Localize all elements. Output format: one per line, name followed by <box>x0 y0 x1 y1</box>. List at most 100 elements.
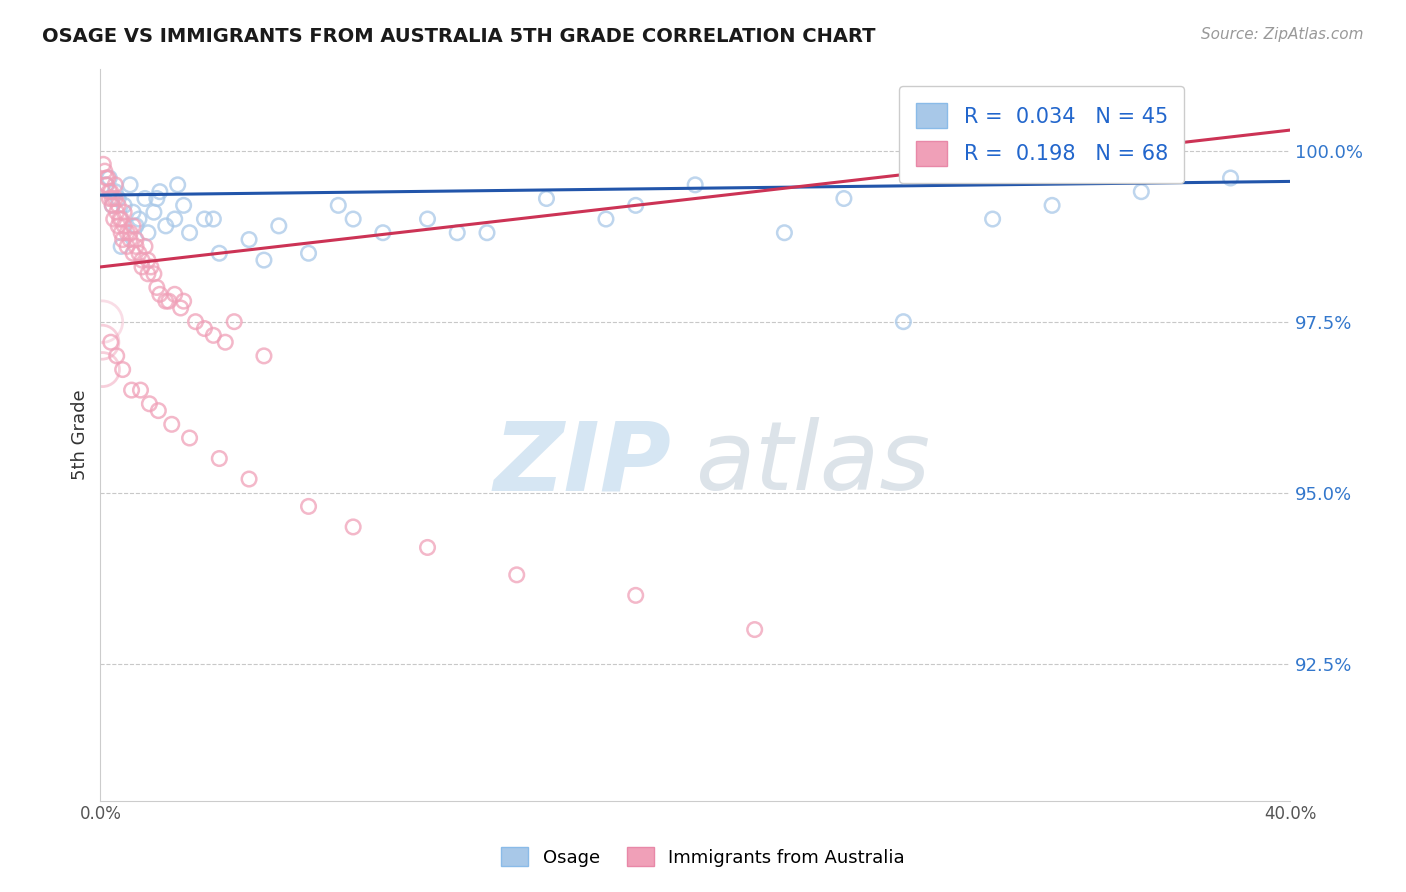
Point <box>1130 185 1153 199</box>
Point <box>105 349 128 363</box>
Point <box>297 246 319 260</box>
Point <box>138 397 160 411</box>
Point <box>107 219 129 233</box>
Point <box>193 321 215 335</box>
Point <box>108 212 131 227</box>
Point <box>96 178 118 192</box>
Point <box>179 226 201 240</box>
Text: OSAGE VS IMMIGRANTS FROM AUSTRALIA 5TH GRADE CORRELATION CHART: OSAGE VS IMMIGRANTS FROM AUSTRALIA 5TH G… <box>42 27 876 45</box>
Point <box>253 253 276 268</box>
Point <box>342 520 364 534</box>
Point <box>149 185 172 199</box>
Point <box>128 212 150 227</box>
Point <box>416 212 439 227</box>
Point <box>111 362 134 376</box>
Point <box>103 212 125 227</box>
Point <box>238 233 260 247</box>
Point <box>155 294 177 309</box>
Point <box>683 178 706 192</box>
Point <box>146 280 169 294</box>
Point <box>104 178 127 192</box>
Point <box>155 219 177 233</box>
Point <box>98 185 121 199</box>
Point <box>224 315 246 329</box>
Point <box>125 233 148 247</box>
Point <box>163 287 186 301</box>
Point <box>125 219 148 233</box>
Point <box>104 185 127 199</box>
Point <box>297 500 319 514</box>
Point <box>981 212 1004 227</box>
Point <box>110 239 132 253</box>
Point <box>142 267 165 281</box>
Point <box>122 205 145 219</box>
Point <box>139 260 162 274</box>
Point <box>112 205 135 219</box>
Point <box>101 198 124 212</box>
Point <box>134 192 156 206</box>
Point <box>202 328 225 343</box>
Point <box>166 178 188 192</box>
Point <box>136 226 159 240</box>
Point <box>624 198 647 212</box>
Point <box>446 226 468 240</box>
Point <box>115 226 138 240</box>
Point <box>110 212 132 227</box>
Point <box>371 226 394 240</box>
Point <box>475 226 498 240</box>
Text: ZIP: ZIP <box>494 417 672 510</box>
Point <box>91 157 114 171</box>
Point <box>136 253 159 268</box>
Point <box>773 226 796 240</box>
Point <box>179 431 201 445</box>
Point <box>129 383 152 397</box>
Point <box>148 403 170 417</box>
Point <box>110 226 132 240</box>
Point <box>506 567 529 582</box>
Point <box>184 315 207 329</box>
Point <box>238 472 260 486</box>
Text: Source: ZipAtlas.com: Source: ZipAtlas.com <box>1201 27 1364 42</box>
Text: atlas: atlas <box>695 417 931 510</box>
Point <box>342 212 364 227</box>
Point <box>193 212 215 227</box>
Point <box>91 362 114 376</box>
Point <box>120 178 142 192</box>
Point <box>128 246 150 260</box>
Y-axis label: 5th Grade: 5th Grade <box>72 389 89 480</box>
Point <box>112 198 135 212</box>
Point <box>142 205 165 219</box>
Point <box>100 185 122 199</box>
Point <box>744 623 766 637</box>
Point <box>112 219 135 233</box>
Point <box>96 171 118 186</box>
Point <box>90 335 112 350</box>
Point <box>157 294 180 309</box>
Point <box>1219 171 1241 186</box>
Point <box>101 192 124 206</box>
Point <box>104 192 127 206</box>
Point <box>101 198 124 212</box>
Point <box>120 233 142 247</box>
Point <box>122 246 145 260</box>
Point <box>536 192 558 206</box>
Point <box>115 239 138 253</box>
Point <box>163 212 186 227</box>
Point <box>136 267 159 281</box>
Point <box>131 260 153 274</box>
Point <box>97 171 120 186</box>
Point <box>1040 198 1063 212</box>
Point <box>125 239 148 253</box>
Point <box>624 588 647 602</box>
Point <box>208 246 231 260</box>
Point <box>98 171 121 186</box>
Point <box>94 164 117 178</box>
Point <box>134 239 156 253</box>
Point <box>149 287 172 301</box>
Point <box>208 451 231 466</box>
Point <box>121 383 143 397</box>
Point <box>202 212 225 227</box>
Point <box>146 192 169 206</box>
Legend: R =  0.034   N = 45, R =  0.198   N = 68: R = 0.034 N = 45, R = 0.198 N = 68 <box>898 87 1184 183</box>
Point <box>214 335 236 350</box>
